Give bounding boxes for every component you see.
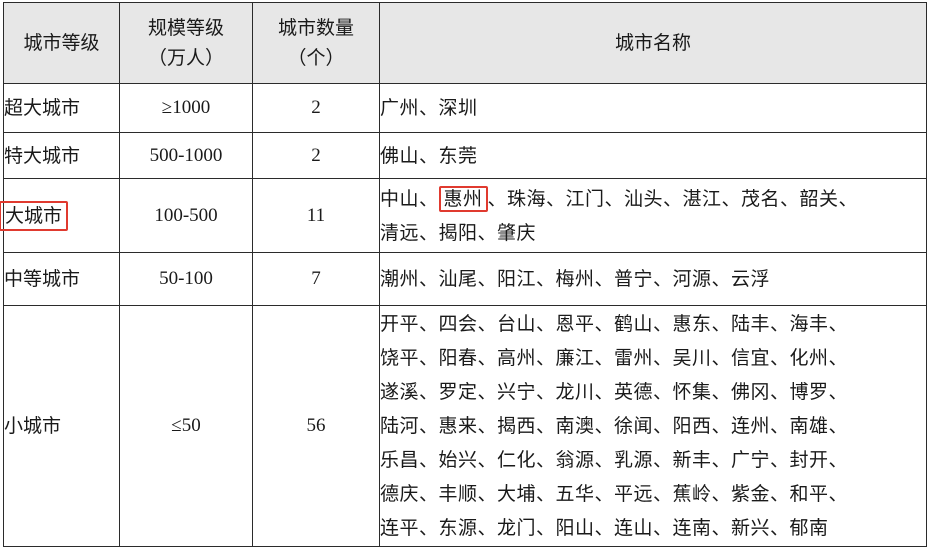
header-scale-level: 规模等级 （万人） [119,2,253,84]
city-names-line: 中山、 惠州 、珠海、江门、汕头、湛江、茂名、韶关、 [380,182,926,216]
city-names-line: 陆河、惠来、揭西、南澳、徐闻、阳西、连州、南雄、 [380,415,849,437]
city-names-line: 饶平、阳春、高州、廉江、雷州、吴川、信宜、化州、 [380,347,849,369]
city-names-prefix: 中山、 [380,187,439,210]
city-names-suffix: 、珠海、江门、汕头、湛江、茂名、韶关、 [487,187,859,210]
table-row-large-city: 大城市 100-500 11 中山、 惠州 、珠海、江门、汕头、湛江、茂名、韶关、 … [0,178,927,253]
city-names-line: 佛山、东莞 [380,144,478,167]
city-level-cell: 中等城市 [3,252,120,306]
count-cell: 56 [252,305,380,547]
city-level-cell: 小城市 [3,305,120,547]
city-names-cell: 潮州、汕尾、阳江、梅州、普宁、河源、云浮 [379,252,927,306]
count-cell: 11 [252,178,380,253]
table-row-mega-city: 特大城市 500-1000 2 佛山、东莞 [3,132,927,179]
table-row-medium-city: 中等城市 50-100 7 潮州、汕尾、阳江、梅州、普宁、河源、云浮 [3,252,927,306]
count-cell: 2 [252,83,380,133]
scale-cell: ≥1000 [119,83,253,133]
header-count-unit: （个） [287,47,345,69]
count-cell: 2 [252,132,380,179]
header-city-names: 城市名称 [379,2,927,84]
header-count-label: 城市数量 [277,17,354,39]
city-names-cell: 广州、深圳 [379,83,927,133]
city-names-cell: 中山、 惠州 、珠海、江门、汕头、湛江、茂名、韶关、 清远、揭阳、肇庆 [379,178,927,253]
city-scale-table: 城市等级 规模等级 （万人） 城市数量 （个） 城市名称 超大城市 ≥1000 … [0,2,927,547]
city-names-line: 连平、东源、龙门、阳山、连山、连南、新兴、郁南 [380,517,829,539]
city-names-line: 遂溪、罗定、兴宁、龙川、英德、怀集、佛冈、博罗、 [380,381,849,403]
city-names-cell: 佛山、东莞 [379,132,927,179]
highlight-box-huizhou: 惠州 [438,185,488,212]
header-city-names-label: 城市名称 [614,32,691,54]
city-names-line: 德庆、丰顺、大埔、五华、平远、蕉岭、紫金、和平、 [380,483,849,505]
scale-cell: 100-500 [119,178,253,253]
city-names-line: 广州、深圳 [380,97,478,119]
header-city-level-label: 城市等级 [23,32,100,54]
city-names-line: 潮州、汕尾、阳江、梅州、普宁、河源、云浮 [380,268,771,290]
city-names-line: 开平、四会、台山、恩平、鹤山、惠东、陆丰、海丰、 [380,313,849,335]
city-names-cell: 开平、四会、台山、恩平、鹤山、惠东、陆丰、海丰、 饶平、阳春、高州、廉江、雷州、… [379,305,927,547]
city-names-line: 清远、揭阳、肇庆 [380,221,537,244]
city-level-cell: 大城市 [0,178,120,253]
city-level-cell: 超大城市 [3,83,120,133]
scale-cell: 50-100 [119,252,253,306]
header-city-count: 城市数量 （个） [252,2,380,84]
header-scale-label: 规模等级 [147,17,224,39]
table-header-row: 城市等级 规模等级 （万人） 城市数量 （个） 城市名称 [3,2,927,84]
header-city-level: 城市等级 [3,2,120,84]
city-level-cell: 特大城市 [3,132,120,179]
header-scale-unit: （万人） [147,47,224,69]
count-cell: 7 [252,252,380,306]
city-names-line: 乐昌、始兴、仁化、翁源、乳源、新丰、广宁、封开、 [380,449,849,471]
table-row-super-city: 超大城市 ≥1000 2 广州、深圳 [3,83,927,133]
scale-cell: ≤50 [119,305,253,547]
scale-cell: 500-1000 [119,132,253,179]
table-row-small-city: 小城市 ≤50 56 开平、四会、台山、恩平、鹤山、惠东、陆丰、海丰、 饶平、阳… [3,305,927,547]
highlight-box-large-city: 大城市 [0,200,69,231]
